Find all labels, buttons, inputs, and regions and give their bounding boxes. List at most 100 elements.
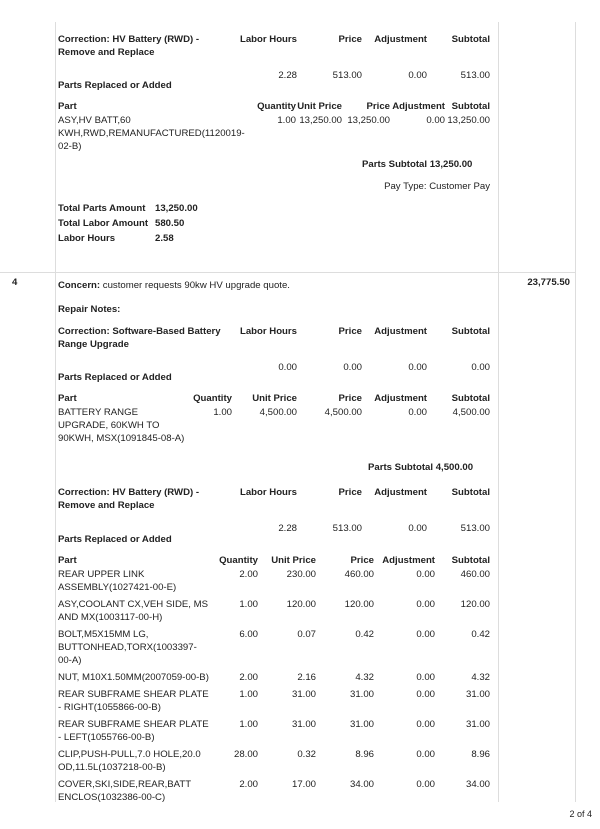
value-cell: 0.00 [416,779,435,790]
column-header: Labor Hours [239,326,297,337]
value-cell: 31.00 [465,719,490,730]
value-cell: 1.00 [213,407,232,418]
correction-table: Correction: HV Battery (RWD) - Remove an… [58,486,490,539]
column-header: Labor Hours [239,487,297,498]
parts-header-row: Part Quantity Unit Price Price Adjustment Sub… [58,100,490,114]
correction-values-row: 2.28 513.00 0.00 513.00 [58,516,490,539]
correction-header-row: Correction: Software-Based Battery Range… [58,325,490,355]
value-cell: 8.96 [471,749,490,760]
value-cell: 4.32 [471,672,490,683]
table-row: COVER,SKI,SIDE,REAR,BATT ENCLOS(1032386-… [58,778,490,808]
parts-header-row: Part Quantity Unit Price Price Adjustment Sub… [58,392,490,406]
value-cell: 4.32 [355,672,374,683]
column-divider [55,22,56,802]
row-divider [0,272,575,273]
column-header: Subtotal [451,326,490,337]
value-cell: 230.00 [286,569,316,580]
value-cell: 31.00 [349,689,374,700]
correction-block: Correction: HV Battery (RWD) - Remove an… [58,486,490,539]
total-label: Labor Hours [58,233,116,244]
column-header: Part [58,555,77,566]
value-cell: 28.00 [233,749,258,760]
value-cell: 0.00 [416,719,435,730]
column-header: Subtotal [451,487,490,498]
value-cell: 120.00 [286,599,316,610]
column-header: Adjustment [374,393,427,404]
value-cell: 31.00 [291,689,316,700]
column-header: Adjustment [374,487,427,498]
value-cell: 0.42 [471,629,490,640]
concern: Concern: customer requests 90kw HV upgra… [58,279,290,292]
parts-table-grid: Part Quantity Unit Price Price Adjustment Sub… [58,100,490,157]
value-cell: 0.00 [426,115,445,126]
value-cell: 0.00 [416,749,435,760]
page-indicator: 2 of 4 [569,809,592,819]
item-number: 4 [12,277,18,288]
table-row: BATTERY RANGE UPGRADE, 60KWH TO 90KWH, M… [58,406,490,449]
correction-title: Correction: Software-Based Battery Range… [58,326,221,350]
value-cell: 0.00 [343,362,362,373]
value-cell: 4,500.00 [259,407,297,418]
column-header: Unit Price [252,393,297,404]
column-header: Price [338,393,362,404]
total-value: 13,250.00 [155,203,198,214]
column-header: Price [338,326,362,337]
value-cell: 2.00 [239,672,258,683]
concern-text: customer requests 90kw HV upgrade quote. [100,280,290,291]
value-cell: 513.00 [460,70,490,81]
column-header: Subtotal [451,393,490,404]
value-cell: 34.00 [349,779,374,790]
table-row: NUT, M10X1.50MM(2007059-00-B) 2.00 2.16 4.3… [58,671,490,688]
value-cell: 513.00 [332,523,362,534]
value-cell: 513.00 [332,70,362,81]
value-cell: 13,250.00 [347,115,390,126]
part-name: NUT, M10X1.50MM(2007059-00-B) [58,672,209,683]
value-cell: 13,250.00 [299,115,342,126]
correction-title: Correction: HV Battery (RWD) - Remove an… [58,34,200,58]
parts-table: Part Quantity Unit Price Price Adjustment Sub… [58,392,490,449]
table-row: CLIP,PUSH-PULL,7.0 HOLE,20.0 OD,11.5L(10… [58,748,490,778]
value-cell: 513.00 [460,523,490,534]
parts-table: Part Quantity Unit Price Price Adjustment Sub… [58,554,490,808]
part-name: COVER,SKI,SIDE,REAR,BATT ENCLOS(1032386-… [58,779,191,803]
part-name: BOLT,M5X15MM LG, BUTTONHEAD,TORX(1003397… [58,629,197,666]
value-cell: 1.00 [239,689,258,700]
column-divider [498,22,499,802]
value-cell: 0.00 [416,689,435,700]
value-cell: 2.28 [278,523,297,534]
column-header: Subtotal [451,34,490,45]
value-cell: 0.00 [408,407,427,418]
parts-title: Parts Replaced or Added [58,372,172,383]
part-name: CLIP,PUSH-PULL,7.0 HOLE,20.0 OD,11.5L(10… [58,749,201,773]
parts-title: Parts Replaced or Added [58,534,172,545]
total-label: Total Labor Amount [58,218,149,229]
correction-values-row: 0.00 0.00 0.00 0.00 [58,355,490,378]
table-row: ASY,HV BATT,60 KWH,RWD,REMANUFACTURED(11… [58,114,490,157]
value-cell: 0.00 [416,629,435,640]
column-header: Quantity [257,101,296,112]
column-header: Unit Price [297,101,342,112]
value-cell: 0.00 [416,672,435,683]
value-cell: 120.00 [460,599,490,610]
correction-title: Correction: HV Battery (RWD) - Remove an… [58,487,200,511]
table-row: REAR SUBFRAME SHEAR PLATE - LEFT(1055766… [58,718,490,748]
value-cell: 460.00 [344,569,374,580]
column-header: Price [350,555,374,566]
column-header: Price [338,34,362,45]
correction-table: Correction: HV Battery (RWD) - Remove an… [58,33,490,86]
total-value: 2.58 [155,233,174,244]
concern-label: Concern: [58,280,101,291]
column-header: Subtotal [451,555,490,566]
value-cell: 0.00 [471,362,490,373]
part-name: BATTERY RANGE UPGRADE, 60KWH TO 90KWH, M… [58,407,185,444]
part-name: REAR SUBFRAME SHEAR PLATE - RIGHT(105586… [58,689,209,713]
table-row: ASY,COOLANT CX,VEH SIDE, MS AND MX(10031… [58,598,490,628]
part-name: ASY,COOLANT CX,VEH SIDE, MS AND MX(10031… [58,599,208,623]
value-cell: 34.00 [465,779,490,790]
value-cell: 1.00 [239,599,258,610]
value-cell: 120.00 [344,599,374,610]
column-header: Quantity [193,393,232,404]
parts-subtotal: Parts Subtotal 4,500.00 [368,462,474,473]
value-cell: 1.00 [277,115,296,126]
value-cell: 2.00 [239,569,258,580]
